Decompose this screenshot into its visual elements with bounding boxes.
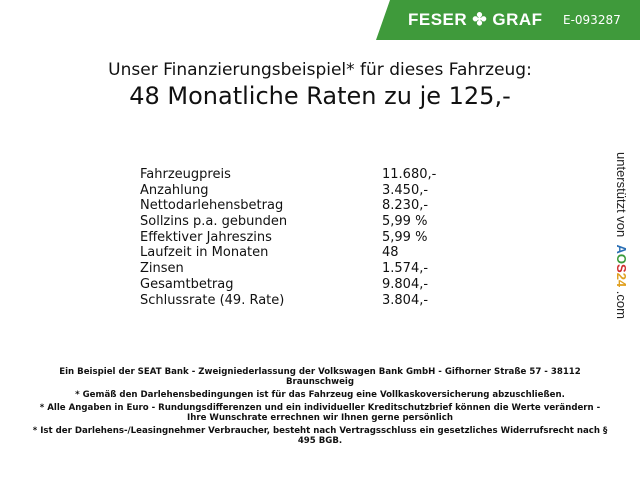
- header-banner: [376, 0, 640, 40]
- table-row: Laufzeit in Monaten 48: [140, 245, 460, 261]
- table-row: Nettodarlehensbetrag 8.230,-: [140, 198, 460, 214]
- row-label: Laufzeit in Monaten: [140, 245, 269, 261]
- title-line1: Unser Finanzierungsbeispiel* für dieses …: [108, 60, 532, 80]
- row-value: 5,99 %: [382, 214, 428, 230]
- supported-by-label: unterstützt von: [614, 152, 629, 238]
- banner-background: [376, 0, 640, 40]
- row-label: Gesamtbetrag: [140, 276, 234, 292]
- row-value: 3.804,-: [382, 292, 429, 308]
- row-value: 9.804,-: [382, 276, 429, 292]
- row-label: Sollzins p.a. gebunden: [140, 214, 288, 230]
- row-label: Zinsen: [140, 261, 184, 277]
- row-value: 5,99 %: [382, 229, 428, 245]
- footer-line: * Gemäß den Darlehensbedingungen ist für…: [75, 390, 565, 401]
- clover-icon: ✤: [472, 10, 488, 29]
- table-row: Gesamtbetrag 9.804,-: [140, 277, 460, 293]
- supported-by: unterstützt von AOS24 .com: [614, 152, 629, 319]
- row-label: Effektiver Jahreszins: [140, 229, 272, 245]
- table-row: Sollzins p.a. gebunden 5,99 %: [140, 214, 460, 230]
- table-row: Fahrzeugpreis 11.680,-: [140, 167, 460, 183]
- row-value: 11.680,-: [382, 167, 437, 182]
- aos24-domain: .com: [614, 290, 629, 319]
- row-label: Anzahlung: [140, 182, 209, 198]
- row-value: 8.230,-: [382, 198, 429, 214]
- table-row: Effektiver Jahreszins 5,99 %: [140, 230, 460, 246]
- vehicle-code: E-093287: [563, 13, 621, 27]
- footer-line: Ein Beispiel der SEAT Bank - Zweignieder…: [59, 367, 581, 388]
- table-row: Anzahlung 3.450,-: [140, 183, 460, 199]
- footer-line: * Alle Angaben in Euro - Rundungsdiffere…: [39, 402, 601, 424]
- row-label: Fahrzeugpreis: [140, 167, 231, 182]
- brand-logo: FESER ✤ GRAF: [408, 10, 543, 30]
- table-row: Schlussrate (49. Rate) 3.804,-: [140, 293, 460, 309]
- row-value: 3.450,-: [382, 182, 429, 198]
- finance-table: Fahrzeugpreis 11.680,- Anzahlung 3.450,- Net…: [140, 167, 460, 308]
- aos24-logo: AOS24: [614, 244, 629, 288]
- row-value: 48: [382, 245, 399, 261]
- footer-disclaimer: Ein Beispiel der SEAT Bank - Zweignieder…: [30, 367, 610, 449]
- row-label: Nettodarlehensbetrag: [140, 198, 284, 214]
- table-row: Zinsen 1.574,-: [140, 261, 460, 277]
- title-line2: 48 Monatliche Raten zu je 125,-: [129, 82, 511, 110]
- row-value: 1.574,-: [382, 261, 429, 277]
- brand-name-1: FESER: [408, 10, 468, 29]
- row-label: Schlussrate (49. Rate): [140, 292, 285, 308]
- footer-line: * Ist der Darlehens-/Leasingnehmer Verbr…: [32, 425, 608, 447]
- brand-name-2: GRAF: [492, 10, 543, 29]
